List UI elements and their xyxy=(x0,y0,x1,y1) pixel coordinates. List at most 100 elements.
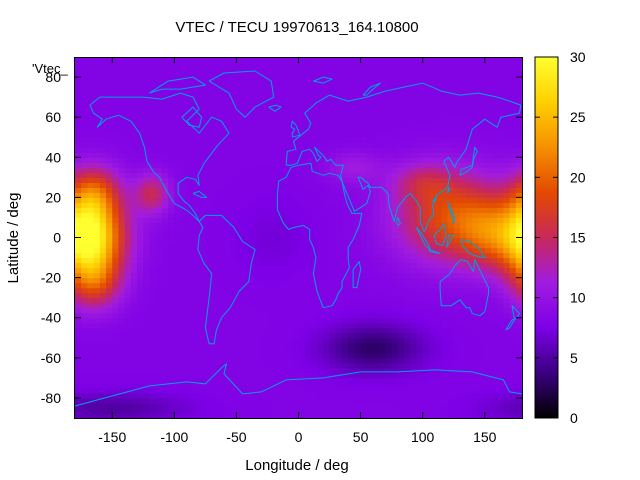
heatmap-cell xyxy=(143,207,151,214)
heatmap-cell xyxy=(422,277,430,284)
heatmap-cell xyxy=(211,222,219,229)
heatmap-cell xyxy=(453,372,461,379)
heatmap-cell xyxy=(155,397,163,404)
heatmap-cell xyxy=(236,217,244,224)
heatmap-cell xyxy=(341,112,349,118)
heatmap-cell xyxy=(509,207,517,214)
heatmap-cells xyxy=(75,57,523,419)
heatmap-cell xyxy=(379,187,387,193)
heatmap-cell xyxy=(447,117,455,123)
heatmap-cell xyxy=(385,277,393,284)
heatmap-cell xyxy=(292,172,300,178)
heatmap-cell xyxy=(192,72,200,78)
heatmap-cell xyxy=(354,402,362,409)
heatmap-cell xyxy=(124,77,132,83)
heatmap-cell xyxy=(230,382,238,389)
heatmap-cell xyxy=(360,342,368,349)
heatmap-cell xyxy=(286,357,293,364)
heatmap-cell xyxy=(248,347,256,354)
heatmap-cell xyxy=(509,277,517,284)
heatmap-cell xyxy=(75,197,82,203)
heatmap-cell xyxy=(174,122,182,128)
heatmap-cell xyxy=(472,407,480,414)
heatmap-cell xyxy=(230,112,238,118)
heatmap-cell xyxy=(341,357,349,364)
heatmap-cell xyxy=(180,257,188,264)
heatmap-cell xyxy=(75,137,82,143)
heatmap-cell xyxy=(273,142,281,148)
heatmap-cell xyxy=(180,287,188,294)
heatmap-cell xyxy=(490,267,498,274)
heatmap-cell xyxy=(248,132,256,138)
heatmap-cell xyxy=(422,172,430,178)
heatmap-cell xyxy=(341,392,349,399)
heatmap-cell xyxy=(391,292,399,299)
heatmap-cell xyxy=(329,312,337,319)
heatmap-cell xyxy=(255,382,262,389)
heatmap-cell xyxy=(261,102,269,108)
heatmap-cell xyxy=(435,307,442,314)
heatmap-cell xyxy=(75,387,82,394)
heatmap-cell xyxy=(236,82,244,88)
heatmap-cell xyxy=(224,82,231,88)
heatmap-cell xyxy=(161,287,169,294)
heatmap-cell xyxy=(354,137,362,143)
heatmap-cell xyxy=(317,162,324,168)
heatmap-cell xyxy=(292,352,300,359)
heatmap-cell xyxy=(217,322,225,329)
heatmap-cell xyxy=(410,312,418,319)
heatmap-cell xyxy=(137,397,144,404)
heatmap-cell xyxy=(149,357,157,364)
heatmap-cell xyxy=(75,272,82,279)
heatmap-cell xyxy=(99,272,107,279)
heatmap-cell xyxy=(267,262,275,269)
heatmap-cell xyxy=(99,202,107,209)
heatmap-cell xyxy=(317,292,324,299)
heatmap-cell xyxy=(81,402,89,409)
heatmap-cell xyxy=(192,317,200,324)
heatmap-cell xyxy=(298,257,306,264)
heatmap-cell xyxy=(205,397,213,404)
heatmap-cell xyxy=(261,137,269,143)
heatmap-cell xyxy=(75,172,82,178)
heatmap-cell xyxy=(323,347,331,354)
heatmap-cell xyxy=(75,132,82,138)
heatmap-cell xyxy=(199,157,206,163)
heatmap-cell xyxy=(497,172,504,178)
heatmap-cell xyxy=(186,292,194,299)
heatmap-cell xyxy=(373,232,380,239)
heatmap-cell xyxy=(385,207,393,214)
heatmap-cell xyxy=(81,262,89,269)
heatmap-cell xyxy=(161,247,169,254)
heatmap-cell xyxy=(459,337,467,344)
heatmap-cell xyxy=(143,292,151,299)
heatmap-cell xyxy=(341,167,349,173)
heatmap-cell xyxy=(224,367,231,374)
heatmap-cell xyxy=(515,222,523,229)
heatmap-cell xyxy=(373,112,380,118)
heatmap-cell xyxy=(404,127,411,133)
heatmap-cell xyxy=(497,167,504,173)
heatmap-cell xyxy=(211,312,219,319)
heatmap-cell xyxy=(416,262,424,269)
heatmap-cell xyxy=(75,117,82,123)
heatmap-cell xyxy=(323,87,331,93)
heatmap-cell xyxy=(515,322,523,329)
heatmap-cell xyxy=(130,107,138,113)
heatmap-cell xyxy=(143,297,151,304)
heatmap-cell xyxy=(360,372,368,379)
heatmap-cell xyxy=(422,342,430,349)
heatmap-cell xyxy=(490,262,498,269)
heatmap-cell xyxy=(143,107,151,113)
heatmap-cell xyxy=(447,182,455,188)
heatmap-cell xyxy=(155,182,163,188)
heatmap-cell xyxy=(99,257,107,264)
heatmap-cell xyxy=(267,282,275,289)
heatmap-cell xyxy=(348,312,355,319)
heatmap-cell xyxy=(329,97,337,103)
heatmap-cell xyxy=(428,182,436,188)
heatmap-cell xyxy=(509,142,517,148)
heatmap-cell xyxy=(515,297,523,304)
heatmap-cell xyxy=(217,252,225,259)
heatmap-cell xyxy=(385,372,393,379)
